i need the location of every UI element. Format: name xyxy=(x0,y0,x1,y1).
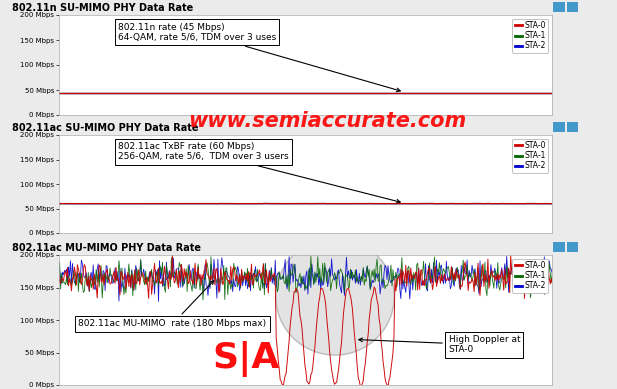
Text: 802.11ac SU-MIMO PHY Data Rate: 802.11ac SU-MIMO PHY Data Rate xyxy=(12,123,199,133)
Text: 802.11ac MU-MIMO PHY Data Rate: 802.11ac MU-MIMO PHY Data Rate xyxy=(12,243,201,253)
Text: S|A: S|A xyxy=(212,341,280,377)
Text: 802.11n rate (45 Mbps)
64-QAM, rate 5/6, TDM over 3 uses: 802.11n rate (45 Mbps) 64-QAM, rate 5/6,… xyxy=(118,23,400,92)
Text: www.semiaccurate.com: www.semiaccurate.com xyxy=(188,111,466,131)
Text: 802.11ac TxBF rate (60 Mbps)
256-QAM, rate 5/6,  TDM over 3 users: 802.11ac TxBF rate (60 Mbps) 256-QAM, ra… xyxy=(118,142,400,203)
Text: High Doppler at
STA-0: High Doppler at STA-0 xyxy=(359,335,520,354)
Legend: STA-0, STA-1, STA-2: STA-0, STA-1, STA-2 xyxy=(512,139,549,173)
Legend: STA-0, STA-1, STA-2: STA-0, STA-1, STA-2 xyxy=(512,19,549,53)
Legend: STA-0, STA-1, STA-2: STA-0, STA-1, STA-2 xyxy=(512,259,549,293)
Text: 802.11ac MU-MIMO  rate (180 Mbps max): 802.11ac MU-MIMO rate (180 Mbps max) xyxy=(78,280,267,328)
Text: 802.11n SU-MIMO PHY Data Rate: 802.11n SU-MIMO PHY Data Rate xyxy=(12,3,194,13)
Ellipse shape xyxy=(276,238,394,355)
